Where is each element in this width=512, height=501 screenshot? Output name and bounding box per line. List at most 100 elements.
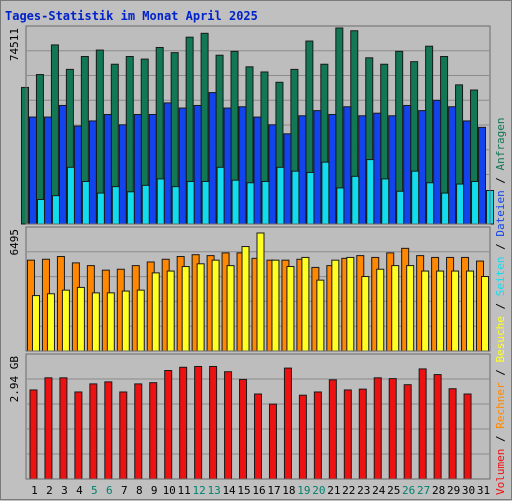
x-tick-label-day-22: 22 (342, 484, 355, 497)
bar-seiten-day-11 (186, 180, 195, 225)
x-tick-label-day-24: 24 (372, 484, 386, 497)
bar-dateien-day-19 (298, 115, 307, 225)
bar-seiten-day-6 (111, 186, 120, 225)
bar-besuche-day-5 (91, 292, 100, 352)
bar-besuche-day-9 (151, 272, 160, 352)
panel-volume-ymax-label: 2.94 GB (8, 356, 21, 403)
bar-seiten-day-20 (321, 161, 330, 225)
bar-seiten-day-25 (396, 190, 405, 225)
bar-volumen-day-15 (239, 378, 248, 480)
bar-dateien-day-10 (163, 102, 172, 225)
bar-dateien-day-21 (328, 113, 337, 225)
bar-dateien-day-24 (373, 112, 382, 225)
bar-volumen-day-22 (343, 389, 352, 480)
bar-seiten-day-17 (276, 166, 285, 225)
bar-seiten-day-15 (246, 182, 255, 225)
bar-dateien-day-6 (103, 113, 112, 225)
bar-dateien-day-17 (268, 124, 277, 225)
x-tick-label-day-7: 7 (121, 484, 128, 497)
x-tick-label-day-21: 21 (327, 484, 340, 497)
x-tick-label-day-17: 17 (267, 484, 280, 497)
x-tick-label-day-4: 4 (76, 484, 83, 497)
x-tick-label-day-9: 9 (151, 484, 158, 497)
bar-volumen-day-30 (463, 393, 472, 480)
bar-volumen-day-7 (119, 391, 128, 480)
bar-seiten-day-16 (261, 180, 270, 225)
bar-volumen-day-19 (298, 394, 307, 480)
bar-volumen-day-13 (209, 365, 218, 480)
bar-seiten-day-10 (171, 186, 180, 225)
bar-dateien-day-9 (148, 113, 157, 225)
bar-seiten-day-4 (81, 180, 90, 225)
bar-volumen-day-8 (134, 383, 143, 480)
bar-besuche-day-22 (346, 256, 355, 352)
bar-seiten-day-14 (231, 179, 240, 225)
bar-dateien-day-5 (88, 120, 97, 225)
panel-visits-ymax-label: 6495 (8, 229, 21, 256)
bar-volumen-day-28 (433, 374, 442, 480)
bar-besuche-day-24 (376, 268, 385, 352)
bar-besuche-day-11 (181, 266, 190, 352)
bar-besuche-day-26 (406, 265, 415, 352)
bar-seiten-day-7 (126, 191, 135, 225)
bar-dateien-day-18 (283, 133, 292, 225)
bar-besuche-day-19 (301, 256, 310, 352)
bar-dateien-day-8 (133, 113, 142, 225)
bar-dateien-day-14 (223, 107, 232, 225)
x-tick-label-day-14: 14 (222, 484, 236, 497)
bar-seiten-day-28 (441, 192, 450, 225)
bar-volumen-day-17 (268, 403, 277, 480)
bar-dateien-day-23 (358, 115, 367, 225)
bar-dateien-day-16 (253, 116, 262, 225)
x-tick-label-day-2: 2 (46, 484, 53, 497)
bar-dateien-day-25 (388, 115, 397, 225)
bar-besuche-day-27 (421, 270, 430, 352)
x-tick-label-day-6: 6 (106, 484, 113, 497)
bar-besuche-day-3 (61, 289, 70, 352)
bar-seiten-day-26 (411, 170, 420, 225)
x-tick-label-day-8: 8 (136, 484, 143, 497)
bar-besuche-day-13 (211, 259, 220, 352)
bar-dateien-day-13 (208, 92, 217, 225)
legend-separator: / (494, 170, 507, 190)
legend-entry-rechner: Rechner (494, 382, 507, 429)
bar-seiten-day-1 (36, 199, 45, 225)
bar-besuche-day-1 (31, 295, 40, 352)
bar-volumen-day-12 (194, 365, 203, 480)
bar-seiten-day-3 (66, 166, 75, 225)
x-tick-label-day-20: 20 (312, 484, 325, 497)
bar-dateien-day-29 (448, 106, 457, 225)
bar-volumen-day-24 (373, 377, 382, 480)
legend: Volumen / Rechner / Besuche / Seiten / D… (494, 117, 507, 495)
bar-besuche-day-17 (271, 259, 280, 352)
bar-volumen-day-27 (418, 368, 427, 480)
panel-traffic-frame (25, 25, 491, 225)
bar-volumen-day-29 (448, 388, 457, 480)
legend-entry-volumen: Volumen (494, 449, 507, 495)
bar-volumen-day-23 (358, 388, 367, 480)
bar-seiten-day-21 (336, 187, 345, 225)
bar-volumen-day-14 (224, 371, 233, 480)
x-tick-label-day-13: 13 (207, 484, 220, 497)
bar-volumen-day-25 (388, 378, 397, 480)
legend-separator: / (494, 237, 507, 257)
bar-besuche-day-31 (481, 276, 490, 352)
bar-besuche-day-28 (436, 270, 445, 352)
bar-besuche-day-10 (166, 270, 175, 352)
bar-volumen-day-9 (149, 382, 158, 480)
bar-besuche-day-14 (226, 265, 235, 352)
bar-besuche-day-7 (121, 290, 130, 352)
x-tick-label-day-16: 16 (252, 484, 265, 497)
bar-volumen-day-5 (89, 383, 98, 480)
bar-dateien-day-27 (418, 110, 427, 225)
bar-seiten-day-9 (156, 178, 165, 225)
bar-dateien-day-12 (193, 104, 202, 225)
bar-dateien-day-20 (313, 110, 322, 225)
bar-besuche-day-15 (241, 246, 250, 352)
x-tick-label-day-29: 29 (447, 484, 460, 497)
bar-seiten-day-13 (216, 166, 225, 225)
bar-volumen-day-21 (328, 379, 337, 480)
bar-dateien-day-31 (478, 126, 487, 225)
bar-dateien-day-22 (343, 106, 352, 225)
